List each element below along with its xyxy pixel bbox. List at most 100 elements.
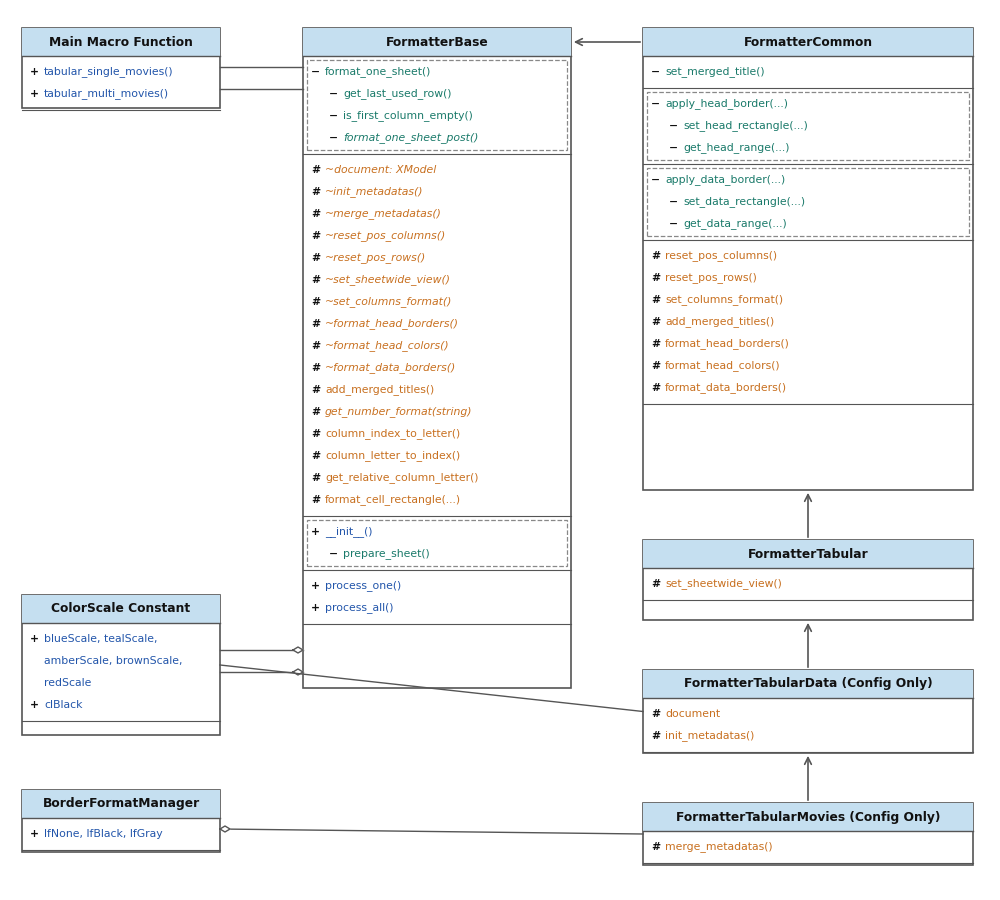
Text: +: + [30,700,39,710]
Text: process_one(): process_one() [325,580,401,591]
Text: get_number_format(string): get_number_format(string) [325,407,473,418]
Text: −: − [669,143,678,153]
Text: #: # [311,297,320,307]
Text: #: # [311,231,320,241]
Text: #: # [651,731,660,741]
Text: Main Macro Function: Main Macro Function [49,35,193,49]
Text: add_merged_titles(): add_merged_titles() [325,384,434,395]
Text: process_all(): process_all() [325,602,394,614]
Text: merge_metadatas(): merge_metadatas() [665,842,773,852]
Text: #: # [311,363,320,373]
Text: init_metadatas(): init_metadatas() [665,731,754,742]
Text: FormatterTabularMovies (Config Only): FormatterTabularMovies (Config Only) [676,811,940,824]
Text: ~set_columns_format(): ~set_columns_format() [325,296,452,308]
Text: −: − [329,133,338,143]
Text: −: − [669,219,678,229]
Text: FormatterTabular: FormatterTabular [748,547,868,561]
Text: #: # [311,209,320,219]
Bar [643,670,973,753]
Text: −: − [651,67,660,77]
Text: format_one_sheet(): format_one_sheet() [325,67,431,77]
Bar [303,28,571,56]
Polygon shape [220,826,230,832]
Text: #: # [311,275,320,285]
Text: −: − [651,99,660,109]
Text: #: # [311,495,320,505]
Text: ~reset_pos_columns(): ~reset_pos_columns() [325,230,446,241]
Text: #: # [311,341,320,351]
Text: #: # [311,319,320,329]
Text: #: # [311,429,320,439]
Text: set_columns_format(): set_columns_format() [665,294,783,305]
Text: +: + [30,89,39,99]
Text: −: − [329,111,338,121]
Text: set_head_rectangle(...): set_head_rectangle(...) [683,121,808,131]
Text: ~set_sheetwide_view(): ~set_sheetwide_view() [325,274,451,285]
Bar [643,540,973,568]
Text: column_index_to_letter(): column_index_to_letter() [325,428,460,439]
Bar [643,803,973,865]
Text: #: # [651,579,660,589]
Bar [22,28,220,108]
Text: FormatterTabularData (Config Only): FormatterTabularData (Config Only) [684,678,932,690]
Bar [647,168,969,236]
Text: #: # [311,451,320,461]
Text: reset_pos_rows(): reset_pos_rows() [665,273,757,284]
Text: #: # [651,339,660,349]
Text: +: + [311,527,320,537]
Text: #: # [651,709,660,719]
Text: +: + [30,67,39,77]
Text: FormatterBase: FormatterBase [386,35,488,49]
Text: #: # [651,842,660,852]
Text: #: # [651,273,660,283]
Bar [643,670,973,698]
Text: set_merged_title(): set_merged_title() [665,67,765,77]
Text: lfNone, lfBlack, lfGray: lfNone, lfBlack, lfGray [44,829,163,839]
Text: tabular_multi_movies(): tabular_multi_movies() [44,88,169,100]
Bar [647,92,969,160]
Text: #: # [311,187,320,197]
Bar [22,595,220,623]
Bar [307,60,567,150]
Text: apply_data_border(...): apply_data_border(...) [665,175,785,185]
Text: add_merged_titles(): add_merged_titles() [665,317,774,328]
Text: FormatterCommon: FormatterCommon [743,35,873,49]
Bar [22,790,220,852]
Bar [307,520,567,566]
Text: ~merge_metadatas(): ~merge_metadatas() [325,209,442,220]
Text: set_data_rectangle(...): set_data_rectangle(...) [683,196,805,208]
Polygon shape [293,647,303,653]
Text: ~format_head_colors(): ~format_head_colors() [325,340,450,352]
Text: #: # [311,253,320,263]
Bar [22,595,220,735]
Text: −: − [669,121,678,131]
Text: blueScale, tealScale,: blueScale, tealScale, [44,634,158,644]
Text: +: + [30,634,39,644]
Text: column_letter_to_index(): column_letter_to_index() [325,451,460,462]
Text: format_data_borders(): format_data_borders() [665,382,787,393]
Text: __init__(): __init__() [325,526,372,537]
Text: get_last_used_row(): get_last_used_row() [343,88,452,100]
Text: ~format_head_borders(): ~format_head_borders() [325,319,459,329]
Text: +: + [311,581,320,591]
Text: amberScale, brownScale,: amberScale, brownScale, [44,656,182,666]
Text: +: + [30,829,39,839]
Bar [643,28,973,56]
Text: ColorScale Constant: ColorScale Constant [51,602,191,616]
Text: #: # [651,295,660,305]
Bar [643,803,973,831]
Bar [22,28,220,56]
Bar [643,540,973,620]
Text: ~reset_pos_rows(): ~reset_pos_rows() [325,253,426,264]
Text: get_head_range(...): get_head_range(...) [683,142,790,154]
Text: #: # [651,383,660,393]
Text: #: # [311,473,320,483]
Text: #: # [651,317,660,327]
Text: −: − [329,549,338,559]
Text: ~init_metadatas(): ~init_metadatas() [325,186,424,197]
Text: redScale: redScale [44,678,91,688]
Text: #: # [651,361,660,371]
Text: get_relative_column_letter(): get_relative_column_letter() [325,472,479,483]
Text: format_head_borders(): format_head_borders() [665,338,790,349]
Text: reset_pos_columns(): reset_pos_columns() [665,250,777,262]
